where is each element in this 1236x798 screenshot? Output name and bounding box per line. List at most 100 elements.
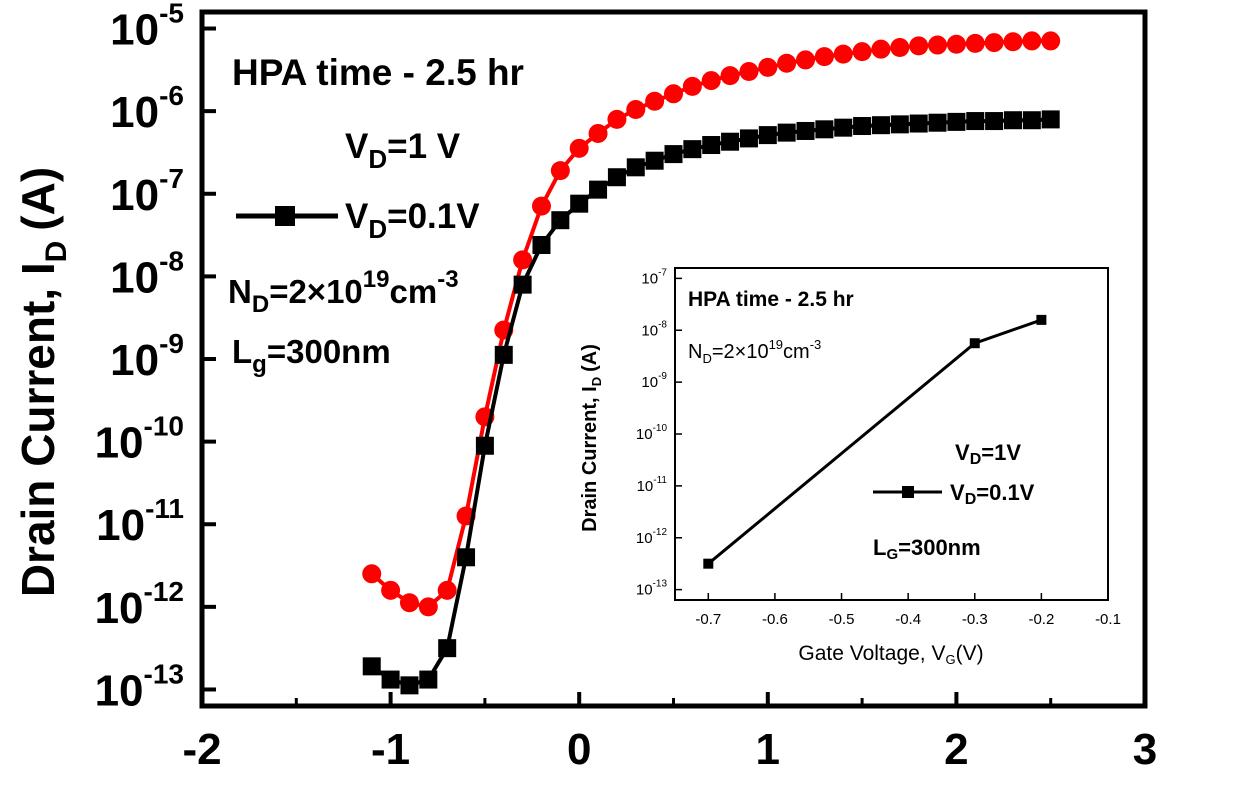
data-point-black-square <box>362 657 381 676</box>
data-point-black-square <box>683 140 702 159</box>
inset-legend-vd01: VD=0.1V <box>950 480 1035 508</box>
data-point-red-circle <box>739 61 759 81</box>
data-point-black-square <box>664 145 683 164</box>
legend-vd01-v: V <box>345 197 369 236</box>
legend-vd1-rest: =1 V <box>387 127 461 166</box>
doping-mid: =2×10 <box>269 273 363 310</box>
inset-gate-length-rest: =300nm <box>898 535 981 560</box>
main-y-tick-base: 10 <box>95 666 144 715</box>
inset-legend-vd1: VD=1V <box>955 440 1021 468</box>
data-point-black-square <box>607 168 626 187</box>
inset-data-point-square <box>1036 314 1047 325</box>
inset-y-axis-label-text: Drain Current, I <box>579 386 601 532</box>
inset-y-tick-base: 10 <box>636 582 653 599</box>
main-x-tick-label: 0 <box>567 725 591 774</box>
data-point-black-square <box>645 151 664 170</box>
data-point-red-circle <box>626 99 646 119</box>
data-point-red-circle <box>852 42 872 62</box>
data-point-black-square <box>626 158 645 177</box>
inset-y-tick-exp: -8 <box>658 319 667 330</box>
inset-x-axis-label-text: Gate Voltage, V <box>798 642 945 665</box>
data-point-red-circle <box>437 580 457 600</box>
inset-x-tick-label: -0.5 <box>829 611 855 628</box>
main-x-tick-label: 1 <box>756 725 780 774</box>
main-title: HPA time - 2.5 hr <box>232 52 524 93</box>
data-point-black-square <box>947 112 966 131</box>
inset-x-tick-label: -0.3 <box>962 611 988 628</box>
inset-y-axis-label: Drain Current, ID (A) <box>579 344 604 532</box>
inset-gate-length-l: L <box>873 535 886 560</box>
main-y-axis-label-unit: (A) <box>12 167 64 231</box>
data-point-black-square <box>777 123 796 142</box>
data-point-red-circle <box>928 35 948 55</box>
doping-sup: 19 <box>363 266 390 293</box>
doping-sub: D <box>252 291 269 318</box>
data-point-red-circle <box>890 38 910 58</box>
doping-unit: cm <box>390 273 438 310</box>
legend-vd01-marker <box>275 206 295 226</box>
data-point-red-circle <box>814 47 834 67</box>
data-point-red-circle <box>418 597 438 617</box>
main-x-tick-label: -2 <box>182 725 221 774</box>
main-y-tick-base: 10 <box>95 584 144 633</box>
main-y-tick-label: 10-11 <box>96 493 184 550</box>
main-y-tick-label: 10-13 <box>95 658 184 715</box>
data-point-red-circle <box>362 564 382 584</box>
main-y-tick-label: 10-8 <box>110 245 184 302</box>
inset-doping-sub: D <box>702 351 711 366</box>
data-point-red-circle <box>645 91 665 111</box>
data-point-red-circle <box>984 33 1004 53</box>
data-point-red-circle <box>569 138 589 158</box>
main-y-tick-label: 10-9 <box>110 328 184 385</box>
doping-n: N <box>228 273 252 310</box>
data-point-black-square <box>758 126 777 145</box>
main-y-axis-label-sub: D <box>40 241 73 263</box>
main-y-tick-exp: -5 <box>159 0 184 29</box>
inset-y-tick-base: 10 <box>636 530 653 547</box>
inset-x-tick-label: -0.4 <box>895 611 921 628</box>
data-point-black-square <box>739 129 758 148</box>
data-point-black-square <box>721 132 740 151</box>
data-point-black-square <box>796 121 815 140</box>
inset-y-tick-label: 10-7 <box>641 267 667 287</box>
inset-x-tick-label: -0.1 <box>1095 611 1121 628</box>
inset-x-axis-label-unit: (V) <box>956 642 984 665</box>
data-point-red-circle <box>531 196 551 216</box>
main-y-tick-exp: -6 <box>159 80 184 111</box>
inset-legend-vd01-marker <box>902 486 914 498</box>
data-point-red-circle <box>833 44 853 64</box>
inset-y-tick-exp: -13 <box>653 579 668 590</box>
legend-vd1-sub: D <box>368 144 387 174</box>
main-y-tick-base: 10 <box>110 253 159 302</box>
data-point-black-square <box>890 115 909 134</box>
inset-y-tick-label: 10-8 <box>641 319 667 339</box>
inset-y-tick-exp: -9 <box>658 371 667 382</box>
data-point-red-circle <box>588 123 608 143</box>
gate-length-annotation: Lg=300nm <box>232 333 391 378</box>
data-point-black-square <box>985 112 1004 131</box>
data-point-black-square <box>1041 110 1060 129</box>
main-y-tick-base: 10 <box>110 171 159 220</box>
data-point-black-square <box>457 548 476 567</box>
doping-annotation: ND=2×1019cm-3 <box>228 266 459 318</box>
inset-y-tick-base: 10 <box>641 270 658 287</box>
inset-y-tick-label: 10-9 <box>641 371 667 391</box>
inset-title: HPA time - 2.5 hr <box>688 288 854 311</box>
data-point-black-square <box>419 670 438 689</box>
main-y-tick-exp: -7 <box>159 163 184 194</box>
data-point-black-square <box>570 194 589 213</box>
inset-x-tick-label: -0.2 <box>1028 611 1054 628</box>
data-point-red-circle <box>381 580 401 600</box>
main-y-tick-exp: -10 <box>144 411 184 442</box>
main-y-tick-exp: -13 <box>144 658 184 689</box>
inset-doping-unit-sup: -3 <box>810 337 822 352</box>
inset-legend-vd1-v: V <box>955 440 970 465</box>
inset-doping-annotation: ND=2×1019cm-3 <box>688 337 821 366</box>
legend-vd1: VD=1 V <box>345 127 461 174</box>
inset-data-point-square <box>969 338 980 349</box>
main-y-tick-exp: -9 <box>159 328 184 359</box>
inset-y-tick-exp: -11 <box>653 475 667 486</box>
legend-vd01-rest: =0.1V <box>387 197 480 236</box>
